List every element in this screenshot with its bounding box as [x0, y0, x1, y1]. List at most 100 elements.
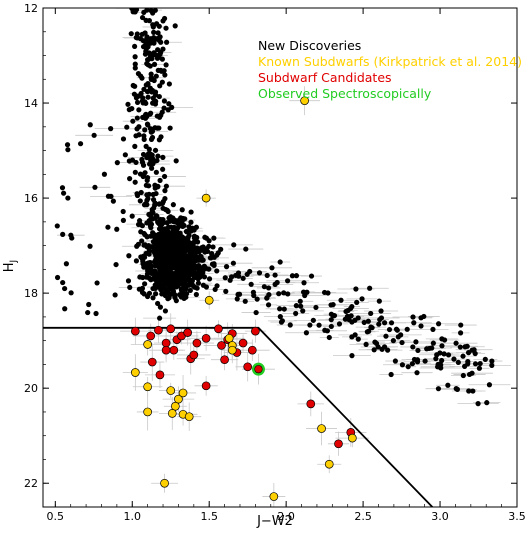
data-point-new-discovery [179, 218, 185, 225]
data-point-new-discovery [149, 165, 155, 171]
data-point-new-discovery [163, 62, 169, 68]
data-point-new-discovery [134, 35, 141, 41]
data-point-new-discovery [136, 132, 142, 138]
data-point-new-discovery [466, 388, 472, 394]
data-point-new-discovery [293, 303, 299, 309]
data-point-new-discovery [148, 8, 154, 14]
axes-frame [42, 7, 518, 508]
data-point-new-discovery [188, 260, 194, 266]
data-point-new-discovery [160, 18, 166, 24]
data-point-known-subdwarf [160, 478, 169, 488]
data-point-new-discovery [159, 56, 165, 62]
data-point-candidate [169, 345, 179, 355]
data-point-new-discovery [178, 222, 184, 229]
data-point-new-discovery [159, 79, 165, 85]
data-point-new-discovery [135, 93, 141, 99]
data-point-new-discovery [430, 326, 436, 332]
x-tick-label: 1.5 [200, 510, 218, 523]
data-point-new-discovery [247, 268, 253, 275]
data-point-new-discovery [234, 296, 240, 302]
data-point-new-discovery [352, 332, 358, 338]
plot-clip-group [43, 8, 512, 507]
data-point-new-discovery [86, 301, 92, 308]
data-point-observed [254, 365, 263, 374]
data-point-new-discovery [174, 259, 181, 265]
data-point-candidate [214, 324, 223, 334]
data-point-new-discovery [155, 184, 161, 190]
data-point-new-discovery [188, 240, 194, 247]
data-point-new-discovery [136, 107, 142, 113]
data-point-new-discovery [92, 184, 98, 190]
data-point-new-discovery [486, 382, 493, 388]
data-point-new-discovery [242, 298, 248, 304]
data-point-new-discovery [110, 198, 116, 204]
data-point-new-discovery [251, 292, 257, 299]
data-point-new-discovery [155, 219, 161, 226]
data-point-new-discovery [105, 193, 112, 199]
data-point-new-discovery [120, 136, 127, 142]
data-point-new-discovery [298, 303, 304, 309]
data-point-new-discovery [120, 208, 126, 215]
data-point-new-discovery [188, 269, 194, 275]
data-point-new-discovery [484, 400, 490, 406]
data-point-new-discovery [151, 61, 158, 67]
y-tick-label: 18 [24, 287, 38, 300]
x-tick-label: 1.0 [124, 510, 142, 523]
data-point-new-discovery [438, 362, 444, 368]
data-point-new-discovery [233, 272, 239, 279]
data-point-new-discovery [154, 213, 160, 219]
y-tick-label: 12 [24, 2, 38, 15]
data-point-new-discovery [139, 238, 145, 244]
data-point-new-discovery [289, 273, 296, 279]
data-point-new-discovery [151, 29, 157, 35]
data-point-new-discovery [405, 364, 411, 370]
data-point-new-discovery [186, 224, 192, 230]
data-point-new-discovery [133, 258, 140, 264]
data-point-new-discovery [381, 320, 388, 326]
data-point-new-discovery [147, 85, 153, 91]
data-point-known-subdwarf [269, 492, 279, 501]
data-point-new-discovery [162, 72, 168, 78]
data-point-new-discovery [135, 71, 142, 77]
data-point-new-discovery [94, 280, 100, 286]
data-point-new-discovery [211, 262, 217, 269]
data-point-new-discovery [173, 219, 179, 225]
data-point-new-discovery [162, 188, 168, 194]
data-point-new-discovery [128, 31, 134, 37]
data-point-new-discovery [101, 171, 108, 177]
data-point-new-discovery [281, 290, 287, 296]
boundary-line [43, 326, 434, 507]
data-point-new-discovery [266, 285, 272, 291]
data-point-new-discovery [150, 197, 157, 203]
data-point-new-discovery [163, 256, 169, 263]
data-point-new-discovery [157, 315, 163, 321]
data-point-new-discovery [178, 294, 184, 300]
data-point-new-discovery [192, 284, 198, 290]
data-point-new-discovery [139, 14, 146, 21]
data-point-new-discovery [145, 39, 151, 45]
data-point-new-discovery [324, 328, 330, 334]
data-point-new-discovery [176, 253, 182, 259]
data-point-new-discovery [165, 208, 171, 215]
data-point-known-subdwarf [174, 394, 183, 404]
data-point-new-discovery [359, 296, 365, 302]
data-point-new-discovery [167, 125, 173, 131]
data-point-new-discovery [161, 248, 167, 254]
data-point-new-discovery [264, 295, 270, 301]
data-point-new-discovery [64, 142, 71, 148]
data-point-new-discovery [122, 152, 128, 158]
data-point-new-discovery [410, 314, 416, 320]
data-point-new-discovery [361, 319, 367, 326]
data-point-new-discovery [189, 278, 195, 284]
data-point-new-discovery [182, 255, 188, 261]
data-point-new-discovery [171, 224, 177, 230]
data-point-new-discovery [437, 350, 443, 356]
data-point-new-discovery [145, 122, 151, 128]
data-point-new-discovery [430, 340, 436, 346]
data-point-known-subdwarf [166, 386, 176, 395]
data-point-new-discovery [218, 246, 224, 252]
data-point-new-discovery [134, 191, 140, 197]
data-point-new-discovery [367, 285, 373, 291]
data-point-new-discovery [127, 176, 133, 182]
data-point-new-discovery [65, 195, 71, 201]
